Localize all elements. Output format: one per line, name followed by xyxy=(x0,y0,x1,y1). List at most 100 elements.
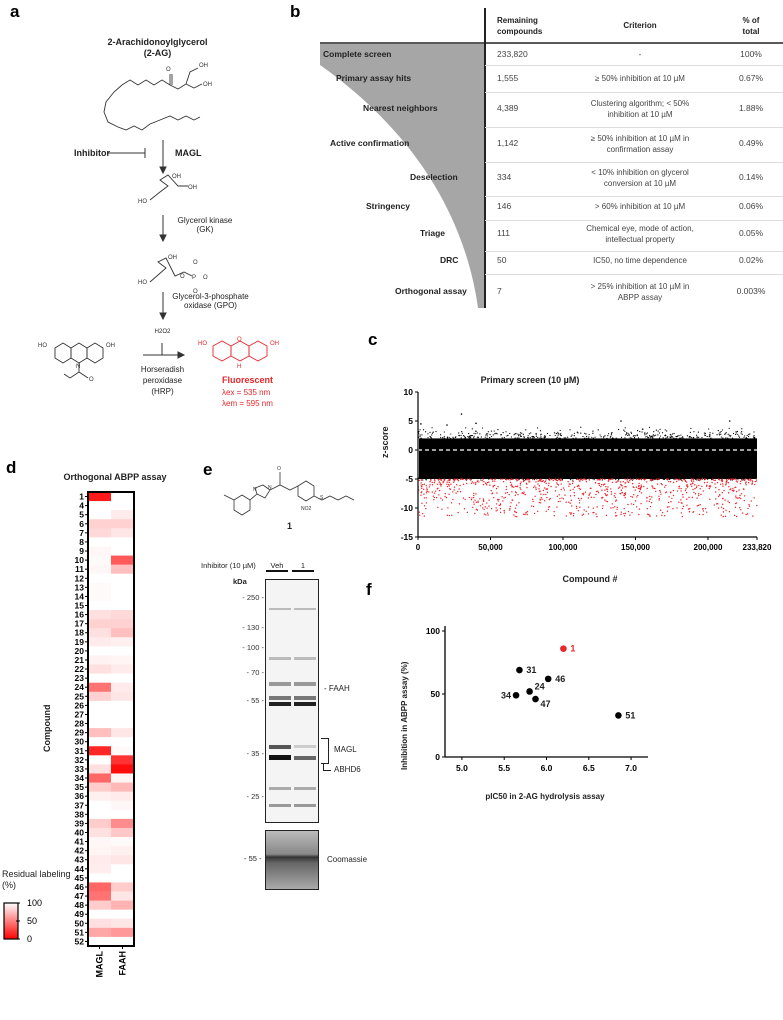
hit-point xyxy=(542,489,545,492)
hit-point xyxy=(580,478,583,481)
hit-point xyxy=(497,500,499,502)
hit-point xyxy=(688,496,690,499)
data-point xyxy=(586,437,588,439)
hit-point xyxy=(452,498,454,501)
percent-value: 1.88% xyxy=(738,102,764,113)
data-point xyxy=(609,436,612,438)
hit-point xyxy=(634,500,637,502)
hit-point xyxy=(445,496,448,499)
hit-point xyxy=(596,479,598,481)
hit-point xyxy=(497,486,499,488)
data-point xyxy=(517,477,519,479)
data-point xyxy=(440,434,442,436)
hit-point xyxy=(577,484,579,487)
data-point xyxy=(573,434,575,437)
hit-point xyxy=(696,497,698,499)
hit-point xyxy=(678,478,681,481)
data-point xyxy=(741,433,743,435)
data-point xyxy=(431,427,433,429)
data-point xyxy=(419,434,421,436)
hit-point xyxy=(569,512,571,514)
hit-point xyxy=(490,478,492,480)
data-point xyxy=(657,434,659,436)
hit-point xyxy=(432,495,435,497)
data-point xyxy=(612,437,614,439)
data-point xyxy=(443,435,445,437)
data-point xyxy=(485,476,487,478)
hit-point xyxy=(690,483,692,485)
hit-point xyxy=(534,485,536,487)
hit-point xyxy=(585,481,588,483)
data-point xyxy=(555,437,558,439)
data-point xyxy=(608,477,610,479)
hit-point xyxy=(717,503,719,505)
hit-point xyxy=(440,479,442,481)
hit-point xyxy=(504,496,507,499)
hit-point xyxy=(719,483,722,486)
hit-point xyxy=(578,487,580,490)
hit-point xyxy=(439,482,441,484)
data-point xyxy=(535,432,537,435)
data-point xyxy=(467,476,470,478)
outlier-point xyxy=(460,413,463,415)
data-point xyxy=(728,427,730,429)
data-point xyxy=(653,435,656,437)
hit-point xyxy=(606,494,608,496)
data-point xyxy=(519,432,522,434)
data-point xyxy=(572,477,574,480)
hit-point xyxy=(425,497,427,499)
hit-point xyxy=(459,490,462,493)
data-point xyxy=(655,429,658,431)
hit-point xyxy=(511,491,513,493)
hit-point xyxy=(532,505,535,508)
hit-point xyxy=(429,480,431,483)
data-point xyxy=(556,436,558,438)
data-point xyxy=(497,428,499,431)
data-point xyxy=(559,429,561,432)
data-point xyxy=(642,476,644,478)
gpo-label: Glycerol-3-phosphate oxidase (GPO) xyxy=(168,292,253,310)
hit-point xyxy=(518,502,520,504)
data-point xyxy=(728,476,730,478)
hit-point xyxy=(721,491,723,494)
data-point xyxy=(704,432,706,434)
hit-point xyxy=(471,481,473,483)
data-point xyxy=(697,477,699,479)
hit-point xyxy=(596,515,598,518)
hit-point xyxy=(534,495,536,497)
hit-point xyxy=(661,483,663,486)
hrp-line1: Horseradish xyxy=(140,365,185,374)
data-point xyxy=(593,479,595,481)
hit-point xyxy=(739,507,741,509)
hit-point xyxy=(570,499,573,501)
data-point xyxy=(610,432,613,434)
hit-point xyxy=(686,504,688,506)
hit-point xyxy=(520,488,522,490)
criterion-text: IC50, no time dependence xyxy=(593,256,687,265)
data-point xyxy=(452,477,455,479)
hit-point xyxy=(631,482,634,485)
hit-point xyxy=(512,478,514,480)
hit-point xyxy=(509,481,512,484)
data-point xyxy=(599,434,601,436)
data-point xyxy=(469,476,472,478)
hit-point xyxy=(589,492,591,494)
data-point xyxy=(585,433,587,435)
hit-point xyxy=(442,482,444,484)
point-label: 24 xyxy=(535,681,545,691)
hit-point xyxy=(540,493,542,495)
data-point xyxy=(618,479,620,481)
row-divider xyxy=(485,162,783,163)
hit-point xyxy=(646,507,649,510)
data-point xyxy=(717,430,719,432)
row-divider xyxy=(485,65,783,66)
hit-point xyxy=(433,479,436,481)
hit-point xyxy=(503,497,505,499)
data-point xyxy=(671,436,674,438)
data-point xyxy=(501,437,503,439)
data-point xyxy=(736,430,739,433)
x-tick-label: 5.0 xyxy=(456,763,468,773)
hit-point xyxy=(458,488,460,490)
hit-point xyxy=(629,478,632,480)
hit-point xyxy=(515,478,517,480)
